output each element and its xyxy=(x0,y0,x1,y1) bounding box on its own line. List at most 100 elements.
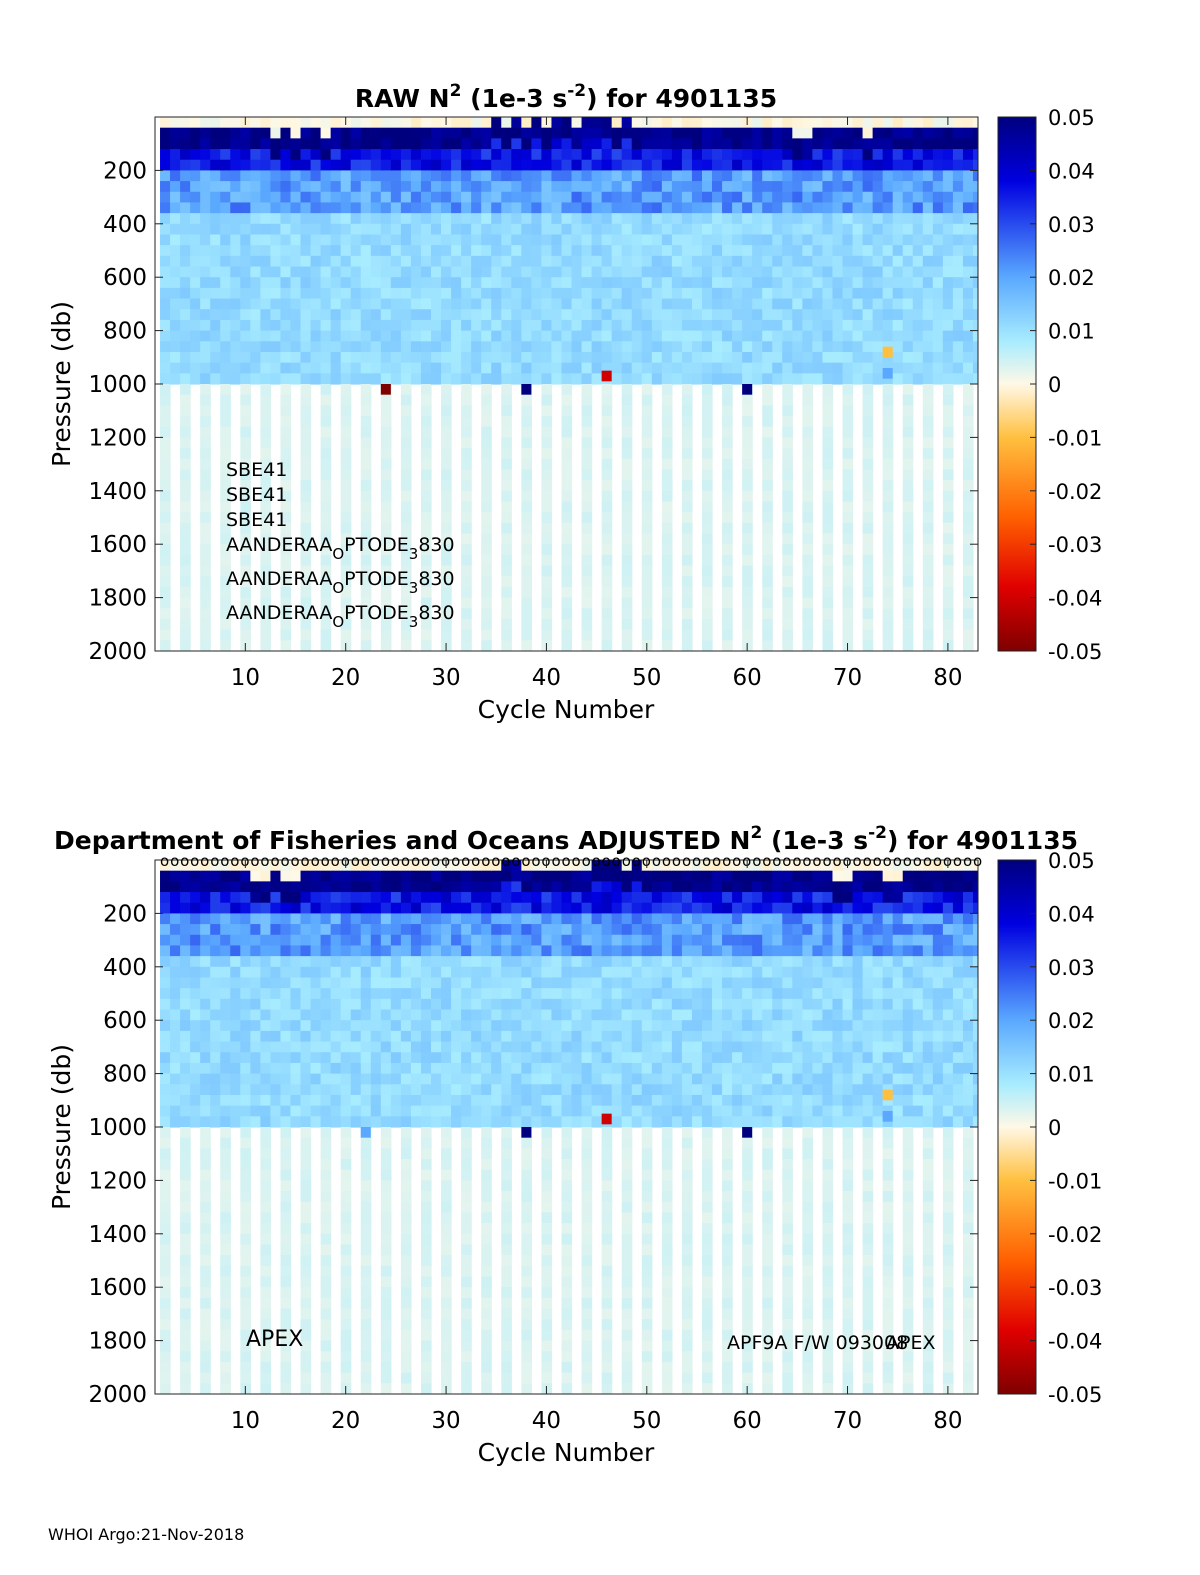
heatmap-cell xyxy=(240,554,251,567)
heatmap-cell xyxy=(601,1265,613,1278)
heatmap-cell xyxy=(451,934,462,947)
heatmap-cell xyxy=(491,988,502,1000)
heatmap-cell xyxy=(190,159,201,171)
heatmap-cell xyxy=(190,319,201,332)
heatmap-cell xyxy=(571,170,583,182)
heatmap-cell xyxy=(802,234,813,246)
heatmap-cell xyxy=(882,565,894,577)
heatmap-cell xyxy=(611,309,623,321)
heatmap-cell xyxy=(752,213,763,225)
heatmap-cell xyxy=(611,977,623,989)
heatmap-cell xyxy=(742,181,753,193)
heatmap-cell xyxy=(842,287,854,300)
heatmap-cell xyxy=(420,512,432,524)
heatmap-cell xyxy=(200,1073,211,1085)
heatmap-cell xyxy=(852,234,864,246)
heatmap-cell xyxy=(491,170,502,182)
heatmap-cell xyxy=(621,554,633,567)
heatmap-cell xyxy=(571,934,583,947)
heatmap-cell xyxy=(701,159,713,171)
heatmap-cell xyxy=(561,1030,573,1043)
heatmap-cell xyxy=(250,309,261,321)
heatmap-cell xyxy=(862,255,874,268)
heatmap-cell xyxy=(551,945,563,957)
heatmap-cell xyxy=(671,117,683,129)
heatmap-cell xyxy=(360,1340,372,1352)
heatmap-cell xyxy=(501,213,512,225)
heatmap-cell xyxy=(722,223,733,236)
heatmap-cell xyxy=(160,351,171,364)
heatmap-cell xyxy=(280,362,292,374)
heatmap-cell xyxy=(260,1244,272,1256)
heatmap-cell xyxy=(451,351,462,364)
heatmap-cell xyxy=(320,448,332,460)
heatmap-cell xyxy=(180,416,191,428)
heatmap-cell xyxy=(481,255,492,268)
heatmap-cell xyxy=(471,1041,482,1053)
heatmap-cell xyxy=(400,1052,412,1064)
heatmap-cell xyxy=(722,437,733,449)
heatmap-cell xyxy=(521,913,532,925)
heatmap-cell xyxy=(360,213,372,225)
heatmap-cell xyxy=(922,618,934,631)
heatmap-cell xyxy=(681,501,693,513)
heatmap-cell xyxy=(802,384,813,396)
heatmap-cell xyxy=(972,149,978,161)
heatmap-cell xyxy=(712,330,723,342)
heatmap-cell xyxy=(742,127,753,139)
heatmap-cell xyxy=(250,892,261,904)
heatmap-cell xyxy=(200,234,211,246)
heatmap-cell xyxy=(230,977,241,989)
heatmap-cell xyxy=(200,384,211,396)
heatmap-cell xyxy=(661,586,673,599)
heatmap-cell xyxy=(260,1255,272,1267)
heatmap-cell xyxy=(481,1062,492,1075)
heatmap-cell xyxy=(661,149,673,161)
heatmap-cell xyxy=(220,213,231,225)
heatmap-cell xyxy=(541,988,553,1000)
heatmap-cell xyxy=(681,309,693,321)
heatmap-cell xyxy=(972,117,978,129)
heatmap-cell xyxy=(200,1041,211,1053)
heatmap-cell xyxy=(230,330,241,342)
heatmap-cell xyxy=(380,533,392,545)
heatmap-cell xyxy=(300,1340,312,1352)
heatmap-cell xyxy=(732,351,743,364)
heatmap-cell xyxy=(220,934,231,947)
heatmap-cell xyxy=(531,1009,543,1021)
heatmap-cell xyxy=(822,544,834,556)
heatmap-cell xyxy=(260,977,272,989)
heatmap-cell xyxy=(340,1308,352,1320)
heatmap-cell xyxy=(300,934,312,947)
heatmap-cell xyxy=(290,977,302,989)
heatmap-cell xyxy=(521,416,532,428)
heatmap-cell xyxy=(180,223,191,236)
heatmap-cell xyxy=(310,202,322,214)
heatmap-cell xyxy=(400,330,412,342)
heatmap-cell xyxy=(240,181,251,193)
heatmap-cell xyxy=(681,394,693,406)
heatmap-cell xyxy=(170,988,181,1000)
heatmap-cell xyxy=(732,127,743,139)
heatmap-cell xyxy=(160,1020,171,1032)
heatmap-cell xyxy=(260,1116,272,1128)
heatmap-cell xyxy=(902,597,914,609)
heatmap-cell xyxy=(541,223,553,236)
heatmap-cell xyxy=(822,618,834,631)
heatmap-cell xyxy=(431,902,442,914)
heatmap-cell xyxy=(611,287,623,300)
heatmap-cell xyxy=(842,245,854,257)
heatmap-cell xyxy=(350,934,362,947)
colorbar-tick-label: -0.03 xyxy=(1048,533,1102,557)
heatmap-cell xyxy=(691,245,703,257)
heatmap-cell xyxy=(591,181,603,193)
heatmap-cell xyxy=(390,860,402,872)
heatmap-cell xyxy=(431,1073,442,1085)
heatmap-cell xyxy=(380,277,392,289)
heatmap-cell xyxy=(260,945,272,957)
heatmap-cell xyxy=(531,977,543,989)
heatmap-cell xyxy=(862,223,874,236)
heatmap-cell xyxy=(601,608,613,620)
heatmap-cell xyxy=(380,544,392,556)
heatmap-cell xyxy=(200,597,211,609)
